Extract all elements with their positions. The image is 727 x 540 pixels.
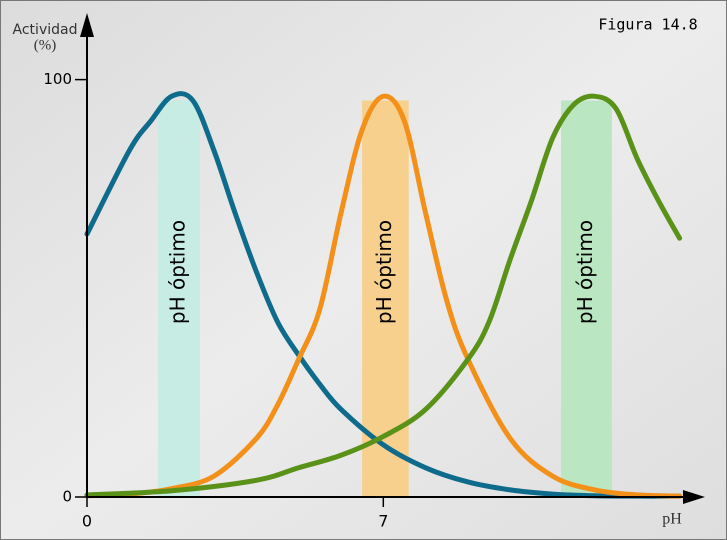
band-label: pH óptimo — [573, 220, 597, 324]
band-label: pH óptimo — [166, 220, 190, 324]
y-axis-label: (%) — [34, 37, 57, 53]
activity-curve — [84, 91, 683, 499]
figure-label: Figura 14.8 — [598, 16, 697, 34]
y-tick-label: 0 — [62, 488, 72, 506]
x-tick-label: 0 — [82, 512, 92, 531]
x-tick-label: 7 — [378, 512, 388, 531]
x-axis-arrow — [683, 490, 705, 504]
band-label: pH óptimo — [372, 220, 396, 324]
optimum-band — [362, 100, 409, 497]
activity-curve — [84, 93, 683, 498]
x-axis-label: pH — [662, 511, 682, 528]
activity-curve — [84, 93, 683, 499]
y-tick-label: 100 — [43, 70, 72, 88]
y-axis-arrow — [80, 13, 94, 37]
optimum-band — [158, 100, 201, 497]
optimum-band — [561, 100, 612, 497]
y-axis-label: Actividad — [13, 22, 78, 38]
